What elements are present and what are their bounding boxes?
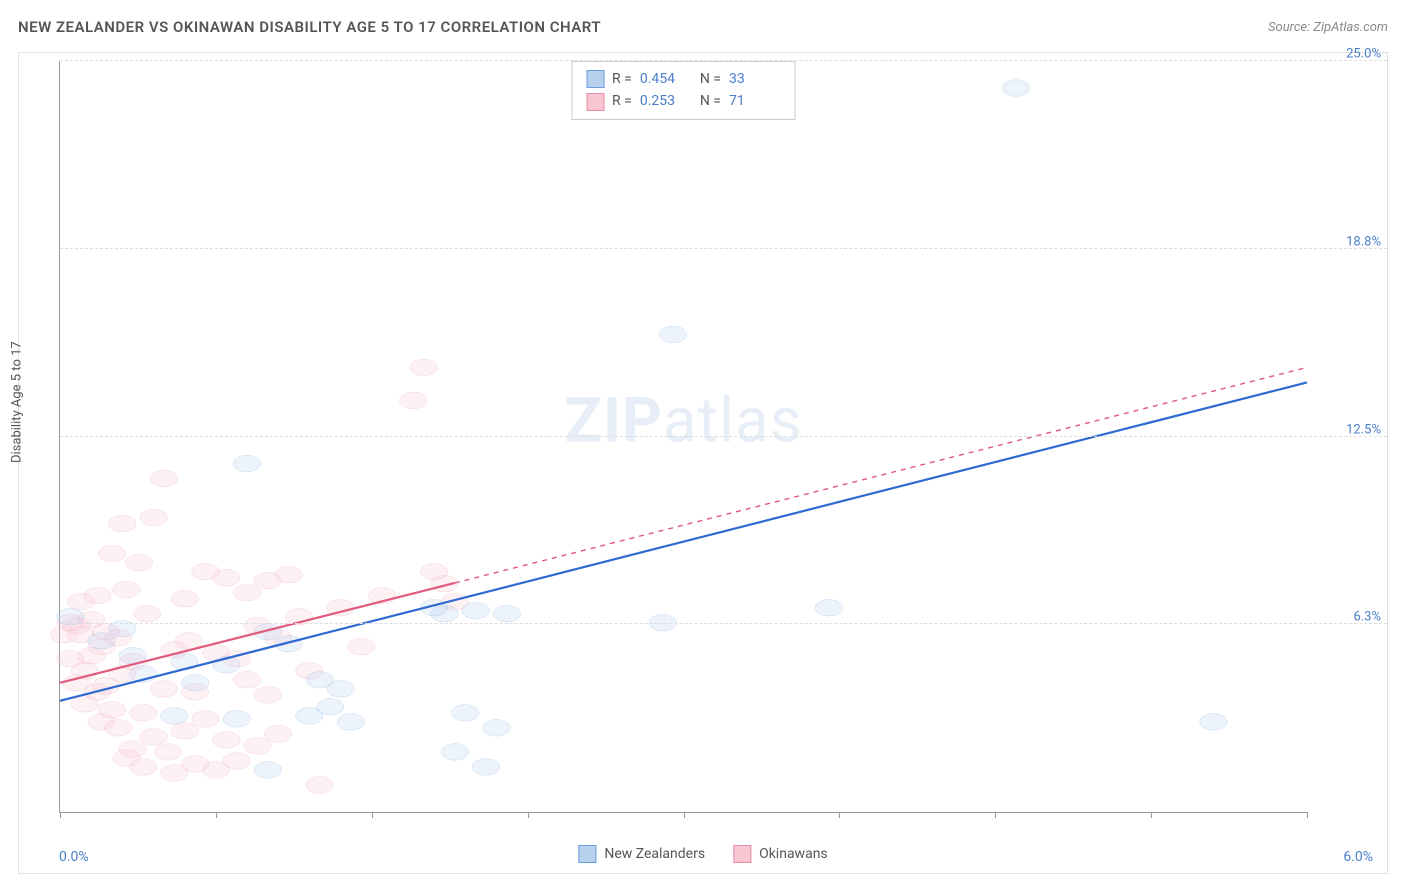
- r-value: 0.253: [640, 90, 692, 112]
- chart-title: NEW ZEALANDER VS OKINAWAN DISABILITY AGE…: [18, 18, 601, 36]
- y-tick-label: 25.0%: [1346, 47, 1381, 62]
- x-min-label: 0.0%: [59, 849, 89, 865]
- series-legend: New Zealanders Okinawans: [578, 845, 827, 863]
- plot-area: ZIPatlas R = 0.454 N = 33 R = 0.253 N = …: [59, 61, 1307, 813]
- y-tick-label: 6.3%: [1353, 610, 1381, 625]
- gridline: [60, 248, 1387, 249]
- swatch-ok-icon: [733, 845, 751, 863]
- x-tick: [684, 812, 685, 818]
- legend-label-ok: Okinawans: [759, 846, 828, 862]
- legend-row-nz: R = 0.454 N = 33: [586, 68, 781, 90]
- y-axis-label: Disability Age 5 to 17: [10, 341, 25, 463]
- x-tick: [216, 812, 217, 818]
- r-value: 0.454: [640, 68, 692, 90]
- gridline: [60, 60, 1387, 61]
- header-bar: NEW ZEALANDER VS OKINAWAN DISABILITY AGE…: [18, 18, 1388, 36]
- swatch-ok: [586, 93, 604, 111]
- legend-row-ok: R = 0.253 N = 71: [586, 90, 781, 112]
- gridline: [60, 436, 1387, 437]
- r-label: R =: [612, 90, 632, 112]
- x-tick: [839, 812, 840, 818]
- n-value: 71: [729, 90, 781, 112]
- gridline: [60, 623, 1387, 624]
- chart-frame: Disability Age 5 to 17 ZIPatlas R = 0.45…: [18, 52, 1388, 874]
- legend-label-nz: New Zealanders: [604, 846, 705, 862]
- swatch-nz-icon: [578, 845, 596, 863]
- x-tick: [995, 812, 996, 818]
- source-attribution: Source: ZipAtlas.com: [1268, 20, 1388, 35]
- x-tick: [60, 812, 61, 818]
- n-label: N =: [700, 68, 721, 90]
- scatter-plot-svg: [60, 61, 1307, 812]
- n-label: N =: [700, 90, 721, 112]
- x-max-label: 6.0%: [1343, 849, 1373, 865]
- y-tick-label: 18.8%: [1346, 234, 1381, 249]
- n-value: 33: [729, 68, 781, 90]
- legend-item-nz: New Zealanders: [578, 845, 705, 863]
- y-tick-label: 12.5%: [1346, 422, 1381, 437]
- r-label: R =: [612, 68, 632, 90]
- correlation-legend: R = 0.454 N = 33 R = 0.253 N = 71: [571, 61, 796, 120]
- x-tick: [372, 812, 373, 818]
- legend-item-ok: Okinawans: [733, 845, 828, 863]
- swatch-nz: [586, 70, 604, 88]
- x-tick: [1151, 812, 1152, 818]
- x-tick: [1307, 812, 1308, 818]
- x-tick: [528, 812, 529, 818]
